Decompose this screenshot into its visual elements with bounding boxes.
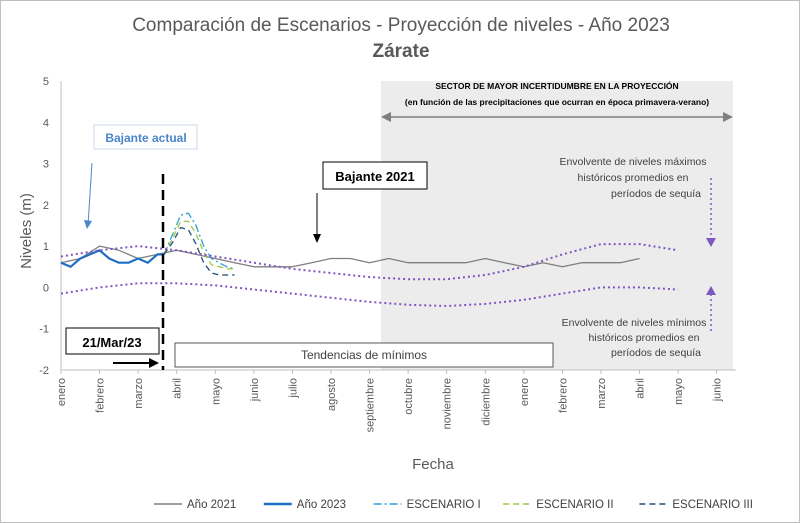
y-tick-label: -1 [39, 324, 49, 336]
bajante-2021-label: Bajante 2021 [335, 169, 415, 184]
x-axis-label: Fecha [412, 456, 454, 473]
y-ticks: -2 -1 0 1 2 3 4 5 [39, 76, 49, 377]
date-box [65, 327, 160, 355]
date-arrowhead [149, 358, 159, 368]
uncertainty-arrow-left [381, 112, 391, 122]
tendencias-label: Tendencias de mínimos [301, 348, 427, 362]
series-group [60, 212, 679, 307]
date-box-label: 21/Mar/23 [82, 335, 141, 350]
series-line-3 [163, 220, 235, 270]
chart-subtitle: Zárate [372, 41, 429, 62]
uncertainty-band [381, 81, 733, 370]
env-max-line2: históricos promedios en [578, 172, 689, 184]
legend: Año 2021 Año 2023 ESCENARIO I ESCENARIO II E… [154, 499, 753, 511]
x-tick-label: abril [172, 378, 184, 399]
series-line-1 [60, 249, 164, 268]
x-tick-label: mayo [210, 378, 222, 405]
y-axis-label: Niveles (m) [18, 193, 35, 269]
tendencias-box [174, 342, 554, 368]
x-tick-label: agosto [326, 378, 338, 411]
y-tick-label: 1 [43, 241, 49, 253]
bajante-actual-label: Bajante actual [105, 131, 186, 145]
x-tick-label: diciembre [480, 378, 492, 426]
x-tick-label: enero [56, 378, 68, 406]
x-tick-label: marzo [596, 378, 608, 409]
series-line-2 [163, 212, 235, 270]
env-min-arrowhead [706, 286, 716, 295]
legend-label: ESCENARIO I [407, 499, 481, 511]
y-tick-label: 5 [43, 76, 49, 88]
env-max-line1: Envolvente de niveles máximos [559, 156, 706, 168]
env-min-line1: Envolvente de niveles mínimos [562, 317, 707, 329]
bajante-actual-box [93, 124, 198, 150]
x-tick-label: febrero [557, 378, 569, 413]
x-tick-label: octubre [403, 378, 415, 415]
series-line-6 [60, 282, 679, 307]
legend-label: ESCENARIO II [536, 499, 613, 511]
legend-label: ESCENARIO III [672, 499, 753, 511]
env-max-line3: períodos de sequía [611, 188, 701, 200]
x-tick-label: marzo [133, 378, 145, 409]
x-tick-label: septiembre [365, 378, 377, 432]
x-tick-label: julio [287, 378, 299, 399]
chart-title: Comparación de Escenarios - Proyección d… [132, 15, 670, 36]
env-min-line3: períodos de sequía [611, 347, 701, 359]
x-tick-label: mayo [673, 378, 685, 405]
x-tick-label: junio [249, 378, 261, 402]
env-min-line2: históricos promedios en [589, 332, 700, 344]
y-tick-label: 0 [43, 282, 49, 294]
y-tick-label: -2 [39, 365, 49, 377]
y-tick-label: 2 [43, 200, 49, 212]
uncertainty-arrow-right [723, 112, 733, 122]
x-tick-label: febrero [95, 378, 107, 413]
x-tick-label: junio [712, 378, 724, 402]
legend-label: Año 2023 [297, 499, 346, 511]
y-tick-label: 3 [43, 159, 49, 171]
series-line-4 [163, 226, 235, 276]
uncertainty-title: SECTOR DE MAYOR INCERTIDUMBRE EN LA PROY… [435, 80, 678, 91]
bajante-actual-arrowhead [84, 220, 92, 229]
bajante-actual-arrow [87, 162, 93, 226]
x-tick-label: enero [519, 378, 531, 406]
uncertainty-subtitle: (en función de las precipitaciones que o… [405, 97, 709, 107]
x-tick-label: noviembre [442, 378, 454, 429]
bajante-2021-arrowhead [313, 234, 321, 243]
y-tick-label: 4 [43, 117, 49, 129]
series-line-5 [60, 243, 679, 281]
legend-label: Año 2021 [187, 499, 236, 511]
env-max-arrowhead [706, 238, 716, 247]
x-ticks: enero febrero marzo abril mayo junio julio agos… [56, 370, 724, 432]
bajante-2021-box [322, 161, 428, 190]
x-tick-label: abril [635, 378, 647, 399]
